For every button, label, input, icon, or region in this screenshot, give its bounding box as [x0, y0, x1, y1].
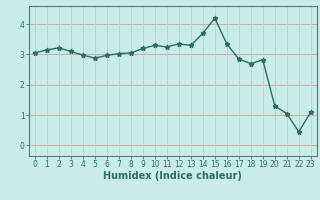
X-axis label: Humidex (Indice chaleur): Humidex (Indice chaleur)	[103, 171, 242, 181]
